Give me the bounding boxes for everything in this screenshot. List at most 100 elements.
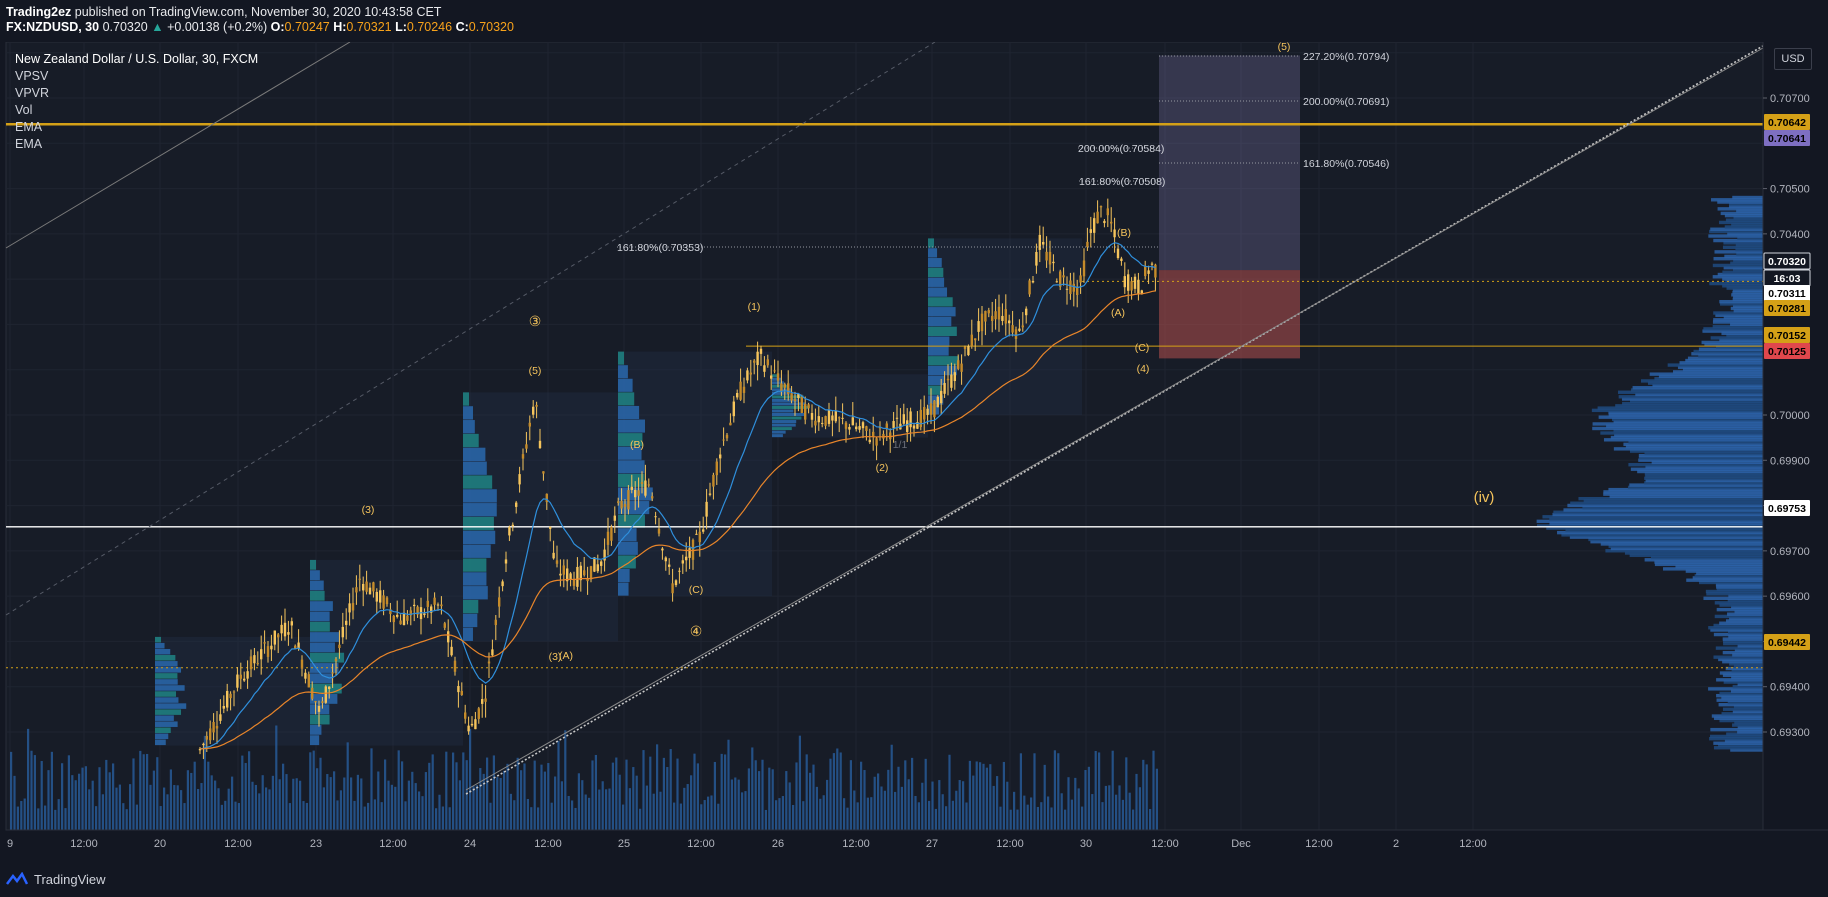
vpvr-bar xyxy=(1702,329,1763,333)
symbol-label[interactable]: FX:NZDUSD, 30 xyxy=(6,20,100,34)
volume-bar xyxy=(1152,750,1155,830)
vpvr-bar xyxy=(1645,478,1763,483)
price-label-bg xyxy=(1764,130,1810,146)
volume-bar xyxy=(832,753,835,830)
vpvr-bar xyxy=(1719,603,1763,607)
candle-body xyxy=(474,719,477,730)
legend-indicator[interactable]: VPSV xyxy=(15,69,49,83)
footer-brand[interactable]: TradingView xyxy=(34,871,106,887)
candle-body xyxy=(664,557,667,562)
vpvr-bar xyxy=(1654,560,1763,564)
publisher-name[interactable]: Trading2ez xyxy=(6,5,72,19)
price-chart[interactable]: 227.20%(0.70794) 200.00%(0.70691) 200.00%(… xyxy=(0,42,1828,864)
candle-body xyxy=(719,454,722,459)
price-axis[interactable] xyxy=(1763,42,1828,830)
vpvr-bar xyxy=(1644,476,1763,480)
candle-body xyxy=(1062,275,1065,278)
volume-bar xyxy=(904,760,907,830)
session-profile-bar xyxy=(155,685,185,691)
volume-bar xyxy=(778,798,781,830)
volume-bar xyxy=(64,808,67,830)
vpvr-bar xyxy=(1712,275,1763,279)
legend-indicator[interactable]: EMA xyxy=(15,137,43,151)
session-profile-bar xyxy=(310,724,322,735)
volume-bar xyxy=(214,780,217,830)
candle-body xyxy=(508,526,511,536)
candle-body xyxy=(273,630,276,645)
vpvr-bar xyxy=(1635,392,1763,397)
volume-bar xyxy=(693,753,696,830)
candle-body xyxy=(491,649,494,656)
candle-body xyxy=(678,570,681,572)
legend-indicator[interactable]: EMA xyxy=(15,120,43,134)
candle-body xyxy=(885,423,888,430)
volume-bar xyxy=(186,770,189,830)
volume-bar xyxy=(516,757,519,830)
volume-bar xyxy=(421,796,424,830)
candle-body xyxy=(834,411,837,422)
candle-body xyxy=(464,712,467,719)
session-profile-bar xyxy=(155,697,179,703)
volume-bar xyxy=(781,796,784,830)
vpvr-bar xyxy=(1713,623,1763,628)
session-profile-bar xyxy=(772,416,802,420)
candle-body xyxy=(685,556,688,561)
vpvr-bar xyxy=(1679,361,1763,365)
candle-body xyxy=(732,401,735,417)
volume-bar xyxy=(67,755,70,830)
volume-bar xyxy=(452,752,455,830)
candle-body xyxy=(253,655,256,664)
volume-bar xyxy=(61,763,64,830)
volume-bar xyxy=(237,803,240,830)
time-axis-ticks[interactable]: 9 12:00 20 12:00 23 12:00 24 12:00 25 12:00 26 12:0… xyxy=(7,838,1487,850)
wave-label: (5) xyxy=(529,365,542,377)
candle-body xyxy=(426,600,429,607)
vpvr-bar xyxy=(1723,241,1763,245)
vpvr-bar xyxy=(1736,209,1763,213)
y-tick-label: 0.70000 xyxy=(1770,410,1810,422)
vpvr-bar xyxy=(1716,607,1763,612)
vpvr-bar xyxy=(1732,290,1763,295)
volume-bar xyxy=(462,752,465,830)
vpvr-bar xyxy=(1727,700,1763,705)
candle-body xyxy=(644,480,647,496)
session-profile-bar xyxy=(463,475,493,489)
candle-body xyxy=(266,646,270,657)
currency-button[interactable]: USD xyxy=(1774,48,1812,70)
vpvr-bar xyxy=(1731,669,1763,673)
tradingview-logo-icon xyxy=(6,872,28,885)
volume-bar xyxy=(533,760,536,830)
vpvr-bar xyxy=(1613,429,1763,433)
vpvr-bar xyxy=(1638,456,1763,460)
volume-bar xyxy=(20,801,23,830)
vpvr-bar xyxy=(1567,503,1763,508)
candle-body xyxy=(657,528,661,534)
volume-bar xyxy=(1053,750,1056,830)
vpvr-bar xyxy=(1714,601,1763,605)
volume-bar xyxy=(465,760,468,830)
legend-indicator[interactable]: Vol xyxy=(15,103,33,117)
vpvr-bar xyxy=(1714,614,1763,619)
legend-indicator[interactable]: VPVR xyxy=(15,86,50,100)
candle-body xyxy=(226,690,229,708)
candle-body xyxy=(487,661,491,664)
candle-body xyxy=(970,334,973,347)
volume-bar xyxy=(309,752,312,830)
candle-body xyxy=(345,620,348,625)
volume-bar xyxy=(574,807,577,830)
candle-body xyxy=(712,474,715,487)
volume-bar xyxy=(656,744,659,830)
vpvr-bar xyxy=(1735,247,1763,252)
candle-body xyxy=(1028,280,1031,295)
candle-body xyxy=(270,645,273,650)
volume-bar xyxy=(880,786,883,830)
volume-bar xyxy=(1135,773,1138,830)
volume-bar xyxy=(863,770,866,830)
x-tick-label: Dec xyxy=(1231,838,1251,850)
candle-body xyxy=(617,501,620,503)
volume-bar xyxy=(975,761,978,830)
volume-bar xyxy=(27,728,30,830)
y-tick-label: 0.69600 xyxy=(1770,591,1810,603)
candle-body xyxy=(991,315,994,321)
vpvr-bar xyxy=(1691,352,1763,356)
